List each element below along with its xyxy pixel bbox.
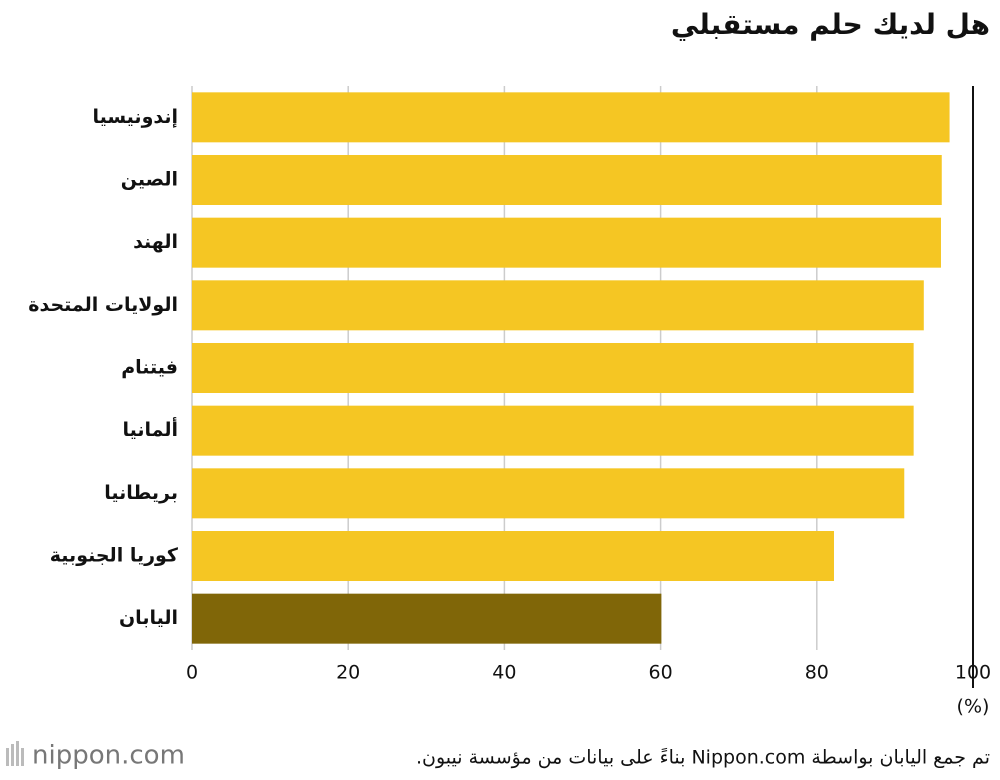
y-tick-label: الولايات المتحدة <box>28 294 178 316</box>
source: تم جمع اليابان بواسطة Nippon.com بناءً ع… <box>416 747 990 769</box>
bar <box>192 217 941 268</box>
x-tick-label: 100 <box>955 662 991 684</box>
y-tick-label: ألمانيا <box>122 417 178 441</box>
y-tick-label: الهند <box>133 231 178 253</box>
logo-icon <box>6 741 24 766</box>
bar <box>192 405 914 456</box>
bar <box>192 468 905 519</box>
y-tick-label: كوريا الجنوبية <box>50 545 179 567</box>
x-tick-label: 80 <box>805 662 829 684</box>
bar <box>192 531 834 581</box>
logo: nippon.com <box>32 741 185 771</box>
bar <box>192 593 662 644</box>
y-tick-label: اليابان <box>119 607 178 629</box>
bar <box>192 155 942 205</box>
chart-title: هل لديك حلم مستقبلي <box>671 8 990 41</box>
x-tick-label: 40 <box>492 662 516 684</box>
x-tick-label: 60 <box>649 662 673 684</box>
x-tick-label: 20 <box>336 662 360 684</box>
bar <box>192 280 924 331</box>
x-tick-label: 0 <box>186 662 198 684</box>
y-tick-label: الصين <box>121 169 178 191</box>
y-tick-label: بريطانيا <box>104 482 178 504</box>
bar <box>192 343 914 393</box>
y-tick-label: فيتنام <box>121 357 178 379</box>
bar <box>192 92 950 143</box>
x-unit: (%) <box>957 696 990 718</box>
y-tick-label: إندونيسيا <box>92 106 178 128</box>
